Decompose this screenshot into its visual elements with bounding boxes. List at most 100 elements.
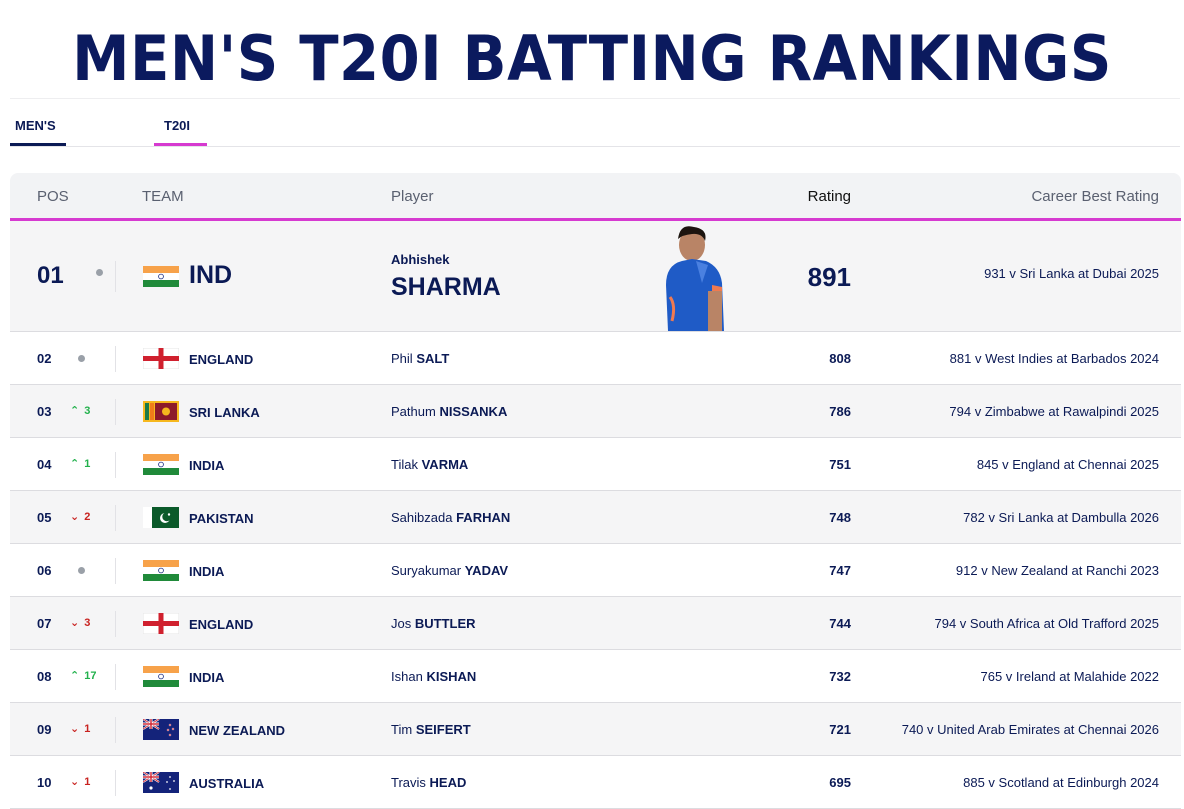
rating: 744: [829, 616, 851, 631]
table-body: 01 IND Abhishek SHARMA 891 931 v Sri Lan…: [10, 221, 1181, 809]
player-first-name: Abhishek: [391, 252, 450, 267]
team-name[interactable]: AUSTRALIA: [189, 776, 265, 791]
flag-india-icon: [143, 454, 179, 475]
player-name[interactable]: Suryakumar YADAV: [391, 563, 509, 578]
career-best-rating: 782 v Sri Lanka at Dambulla 2026: [963, 510, 1159, 525]
divider: [115, 346, 116, 372]
dot-icon: [96, 269, 103, 276]
position: 08: [37, 669, 52, 684]
chevron-up-icon: ⌃: [70, 405, 80, 417]
flag-england-icon: [143, 613, 179, 634]
table-row[interactable]: 10 ⌄ 1 AUSTRALIA Travis HEAD 695 885 v Sc…: [10, 756, 1181, 809]
flag-india-icon: [143, 666, 179, 687]
player-name[interactable]: Tim SEIFERT: [391, 722, 471, 737]
filter-tabs: MEN'S T20I: [10, 100, 1180, 147]
player-name[interactable]: Phil SALT: [391, 351, 450, 366]
rank-change-up: ⌃ 17: [70, 670, 97, 682]
tab-mens[interactable]: MEN'S: [15, 118, 56, 133]
career-best-rating: 794 v South Africa at Old Trafford 2025: [934, 616, 1159, 631]
position: 03: [37, 404, 52, 419]
divider: [115, 717, 116, 743]
flag-srilanka-icon: [143, 401, 179, 422]
career-best-rating: 740 v United Arab Emirates at Chennai 20…: [901, 722, 1159, 737]
flag-england-icon: [143, 348, 179, 369]
career-best-rating: 794 v Zimbabwe at Rawalpindi 2025: [949, 404, 1159, 419]
chevron-down-icon: ⌄: [70, 511, 80, 523]
divider: [115, 505, 116, 531]
page-title: MEN'S T20I BATTING RANKINGS: [72, 22, 1112, 95]
tab-mens-underline: [10, 143, 66, 146]
chevron-down-icon: ⌄: [70, 776, 80, 788]
player-name[interactable]: Sahibzada FARHAN: [391, 510, 511, 525]
table-row[interactable]: 03 ⌃ 3 SRI LANKA Pathum NISSANKA 786 794 …: [10, 385, 1181, 438]
rating: 747: [829, 563, 851, 578]
no-change-indicator: [70, 563, 110, 577]
dot-icon: [78, 355, 85, 362]
team-name[interactable]: SRI LANKA: [189, 405, 260, 420]
table-row[interactable]: 01 IND Abhishek SHARMA 891 931 v Sri Lan…: [10, 221, 1181, 332]
rating: 695: [829, 775, 851, 790]
no-change-indicator: [70, 351, 110, 365]
header-pos[interactable]: POS: [37, 188, 69, 205]
rank-change-down: ⌄ 3: [70, 617, 91, 629]
team-name[interactable]: INDIA: [189, 458, 225, 473]
chevron-up-icon: ⌃: [70, 670, 80, 682]
rating: 732: [829, 669, 851, 684]
team-name[interactable]: INDIA: [189, 670, 225, 685]
table-row[interactable]: 06 INDIA Suryakumar YADAV 747 912 v New …: [10, 544, 1181, 597]
team-name[interactable]: INDIA: [189, 564, 225, 579]
team-name[interactable]: PAKISTAN: [189, 511, 254, 526]
flag-india-icon: [143, 266, 179, 287]
position: 09: [37, 722, 52, 737]
rating: 721: [829, 722, 851, 737]
career-best-rating: 885 v Scotland at Edinburgh 2024: [963, 775, 1159, 790]
divider: [115, 399, 116, 425]
flag-pakistan-icon: [143, 507, 179, 528]
position: 01: [37, 262, 64, 289]
position: 10: [37, 775, 52, 790]
flag-newzealand-icon: [143, 719, 179, 740]
rating: 748: [829, 510, 851, 525]
position: 07: [37, 616, 52, 631]
divider: [115, 770, 116, 796]
table-row[interactable]: 02 ENGLAND Phil SALT 808 881 v West Indi…: [10, 332, 1181, 385]
header-rating[interactable]: Rating: [807, 188, 851, 205]
chevron-down-icon: ⌄: [70, 617, 80, 629]
table-row[interactable]: 08 ⌃ 17 INDIA Ishan KISHAN 732 765 v Irel…: [10, 650, 1181, 703]
header-team[interactable]: TEAM: [142, 188, 184, 205]
player-name[interactable]: Pathum NISSANKA: [391, 404, 508, 419]
table-header: POS TEAM Player Rating Career Best Ratin…: [10, 173, 1181, 221]
player-name[interactable]: Jos BUTTLER: [391, 616, 476, 631]
position: 06: [37, 563, 52, 578]
rating: 786: [829, 404, 851, 419]
rank-change-up: ⌃ 3: [70, 405, 91, 417]
flag-india-icon: [143, 560, 179, 581]
table-row[interactable]: 05 ⌄ 2 PAKISTAN Sahibzada FARHAN 748 782 …: [10, 491, 1181, 544]
header-player[interactable]: Player: [391, 188, 434, 205]
rank-change-down: ⌄ 2: [70, 511, 91, 523]
no-change-indicator: [88, 265, 128, 279]
player-name[interactable]: Ishan KISHAN: [391, 669, 477, 684]
chevron-up-icon: ⌃: [70, 458, 80, 470]
position: 02: [37, 351, 52, 366]
team-name[interactable]: ENGLAND: [189, 617, 254, 632]
table-row[interactable]: 07 ⌄ 3 ENGLAND Jos BUTTLER 744 794 v Sout…: [10, 597, 1181, 650]
table-row[interactable]: 09 ⌄ 1 NEW ZEALAND Tim SEIFERT 721 740 v …: [10, 703, 1181, 756]
player-photo: [662, 225, 726, 331]
table-row[interactable]: 04 ⌃ 1 INDIA Tilak VARMA 751 845 v Englan…: [10, 438, 1181, 491]
team-name[interactable]: NEW ZEALAND: [189, 723, 286, 738]
team-name[interactable]: IND: [189, 261, 233, 289]
tab-t20i[interactable]: T20I: [164, 118, 191, 133]
player-last-name[interactable]: SHARMA: [391, 273, 501, 301]
team-name[interactable]: ENGLAND: [189, 352, 254, 367]
career-best-rating: 765 v Ireland at Malahide 2022: [980, 669, 1159, 684]
tab-t20i-underline: [154, 143, 207, 146]
header-career-best[interactable]: Career Best Rating: [1031, 188, 1159, 205]
rating: 891: [807, 262, 851, 292]
player-name[interactable]: Travis HEAD: [391, 775, 467, 790]
player-name[interactable]: Tilak VARMA: [391, 457, 469, 472]
career-best-rating: 931 v Sri Lanka at Dubai 2025: [984, 266, 1159, 281]
chevron-down-icon: ⌄: [70, 723, 80, 735]
rating: 751: [829, 457, 851, 472]
divider: [115, 261, 116, 292]
